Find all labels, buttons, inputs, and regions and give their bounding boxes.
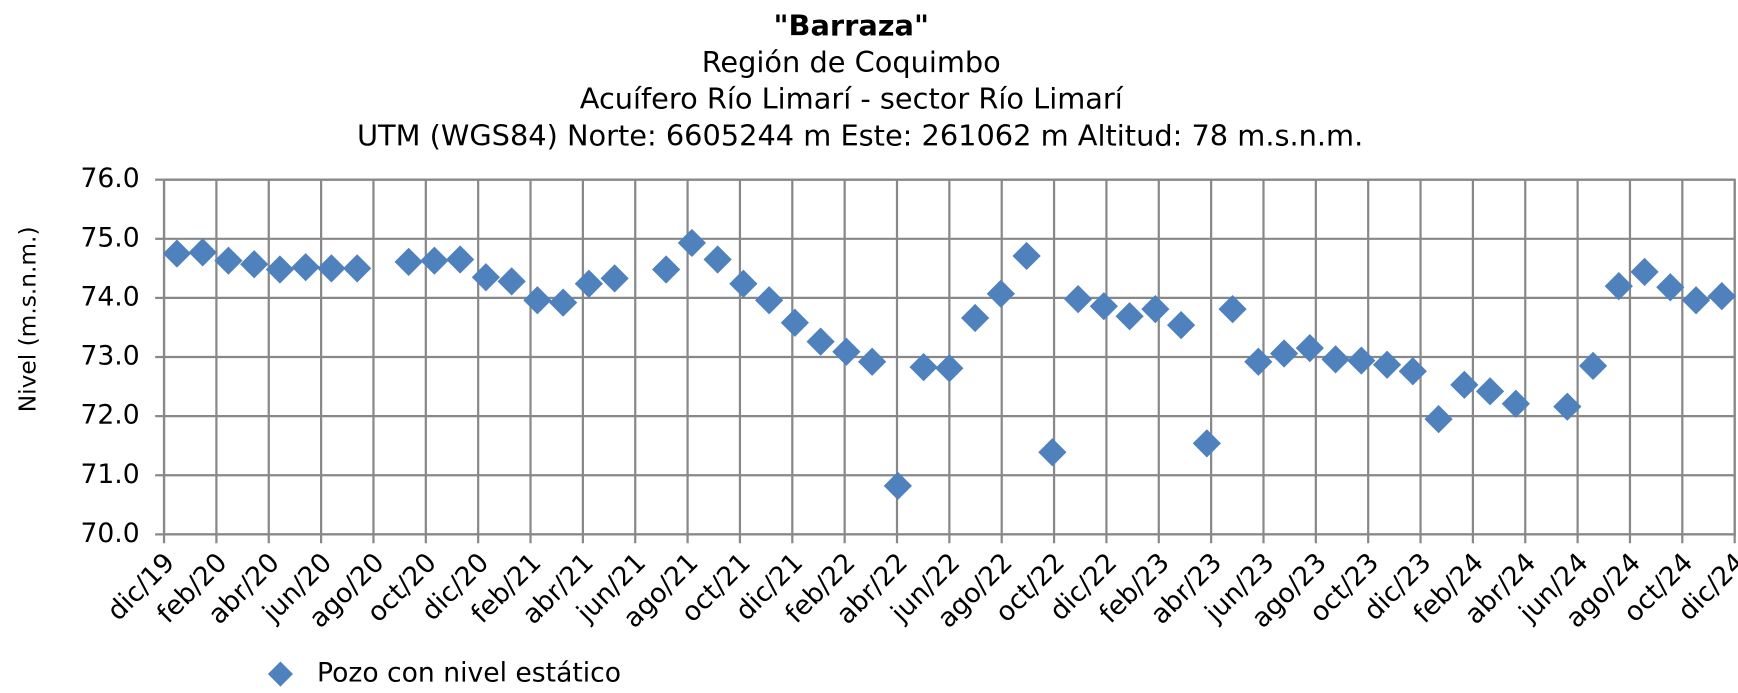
data-point xyxy=(909,352,938,382)
y-tick-label: 73.0 xyxy=(80,341,139,372)
data-point xyxy=(1347,346,1376,375)
y-axis-label: Nivel (m.s.n.m.) xyxy=(14,226,41,412)
y-tick-label: 71.0 xyxy=(80,459,139,490)
data-point xyxy=(1269,339,1299,368)
data-point xyxy=(652,255,681,284)
data-point xyxy=(420,246,449,275)
data-point xyxy=(265,255,295,284)
data-point xyxy=(317,254,346,283)
data-point xyxy=(523,286,552,315)
data-point xyxy=(240,250,269,279)
data-point xyxy=(291,253,320,282)
y-tick-label: 75.0 xyxy=(80,222,139,253)
data-point xyxy=(1656,273,1685,302)
data-point xyxy=(755,286,784,315)
data-point xyxy=(600,264,629,293)
chart-subtitle: Región de Coquimbo xyxy=(702,45,1001,79)
y-tick-label: 72.0 xyxy=(80,400,139,431)
data-point xyxy=(1089,292,1118,321)
data-point xyxy=(806,327,835,356)
data-point xyxy=(883,471,912,501)
data-point xyxy=(1398,357,1427,386)
chart-title: "Barraza" xyxy=(774,9,929,43)
legend-marker xyxy=(267,661,293,687)
data-point xyxy=(780,308,809,337)
data-point xyxy=(935,354,964,383)
legend-label: Pozo con nivel estático xyxy=(317,658,621,689)
data-point xyxy=(1012,241,1041,271)
chart-subtitle: Acuífero Río Limarí - sector Río Limarí xyxy=(580,82,1124,116)
data-point xyxy=(1218,295,1247,324)
data-point xyxy=(729,269,758,298)
chart-subtitle: UTM (WGS84) Norte: 6605244 m Este: 26106… xyxy=(357,118,1363,152)
data-point xyxy=(677,228,706,258)
data-point xyxy=(961,303,990,333)
data-point xyxy=(446,245,475,274)
y-tick-label: 70.0 xyxy=(80,518,139,549)
data-point xyxy=(1141,295,1170,324)
data-point xyxy=(1475,377,1505,406)
y-tick-label: 76.0 xyxy=(80,163,139,194)
y-tick-label: 74.0 xyxy=(80,281,139,312)
